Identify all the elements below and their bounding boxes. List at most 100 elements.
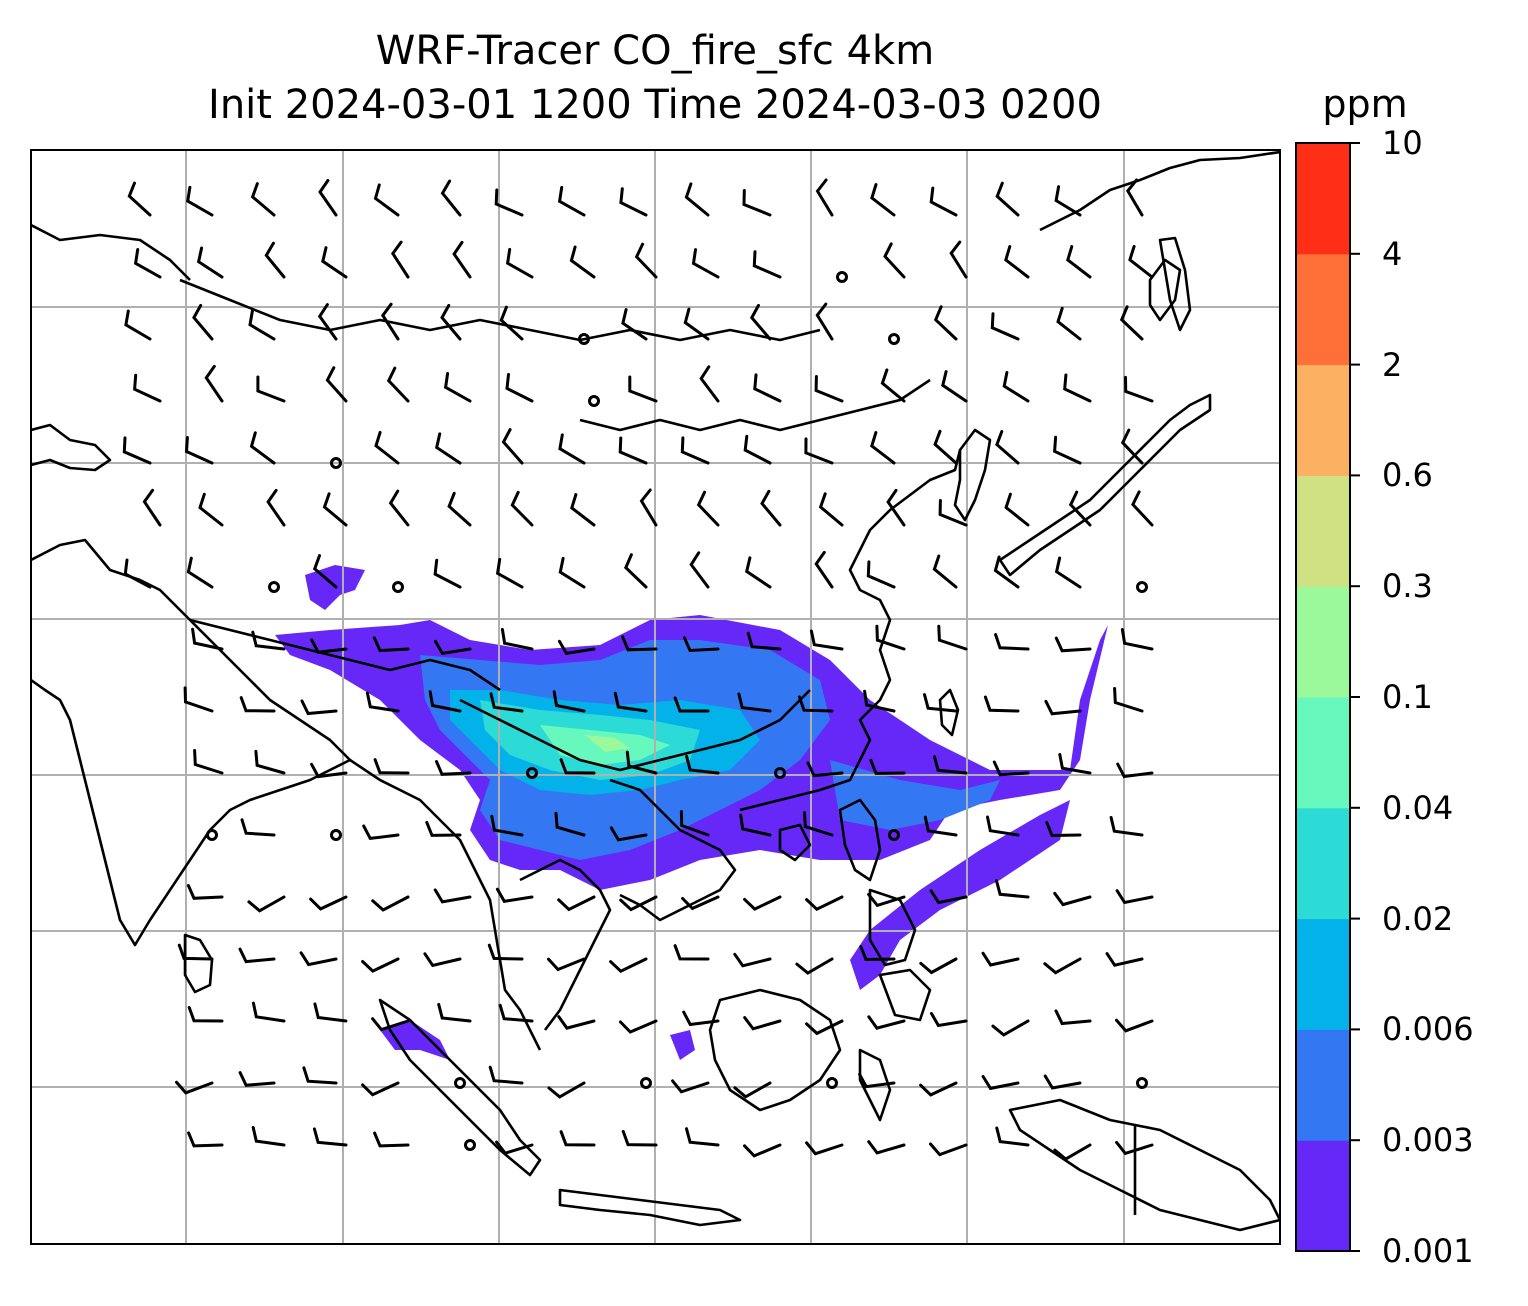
wind-barb	[249, 431, 276, 465]
wind-calm-marker	[464, 1139, 476, 1151]
wind-barb	[1043, 1074, 1082, 1090]
wind-barb	[569, 245, 596, 279]
coastline-malay-peninsula	[519, 858, 612, 1031]
coastline-sri-lanka	[183, 933, 214, 994]
wind-barb	[609, 957, 648, 974]
wind-barb	[745, 556, 772, 589]
wind-barb	[372, 636, 410, 653]
wind-calm-marker	[392, 581, 404, 593]
wind-barb	[696, 490, 720, 527]
wind-calm-marker	[774, 767, 786, 779]
wind-barb	[510, 490, 534, 527]
border-indochina	[459, 689, 811, 772]
wind-barb	[256, 375, 286, 403]
wind-barb	[559, 1130, 596, 1147]
wind-barb	[1119, 305, 1144, 341]
plume-band-01	[585, 735, 630, 752]
wind-calm-marker	[826, 1077, 838, 1089]
wind-barb	[995, 181, 1020, 217]
wind-barb	[1068, 490, 1092, 527]
wind-barb	[312, 554, 338, 589]
wind-barb	[310, 638, 348, 654]
wind-barb	[312, 1127, 348, 1147]
wind-barb	[743, 1016, 782, 1031]
wind-barb	[204, 364, 224, 403]
wind-barb	[371, 1017, 410, 1032]
wind-barb	[254, 749, 286, 775]
wind-barb	[390, 240, 410, 279]
wind-barb	[557, 895, 596, 912]
wind-barb	[1058, 753, 1092, 775]
wind-barb	[760, 489, 782, 527]
colorbar-tick-label: 0.04	[1382, 788, 1454, 827]
wind-barb	[986, 815, 1020, 837]
colorbar-segment	[1296, 586, 1350, 698]
wind-barb	[679, 810, 710, 837]
wind-barb	[318, 179, 338, 217]
wind-barb	[133, 373, 162, 403]
wind-barb	[639, 488, 658, 527]
wind-barb	[685, 1127, 720, 1147]
wind-barb	[815, 178, 834, 217]
wind-barb	[1120, 628, 1154, 651]
wind-barb	[628, 375, 658, 403]
wind-barb	[949, 240, 968, 279]
wind-barb	[250, 182, 276, 217]
wind-barb	[547, 1081, 586, 1099]
wind-barb	[264, 241, 286, 279]
colorbar-segment	[1296, 918, 1350, 1030]
wind-barb	[1109, 816, 1144, 837]
wind-barb	[1124, 375, 1154, 403]
wind-barb	[619, 1019, 658, 1034]
wind-barb	[488, 1065, 524, 1085]
colorbar-segment	[1296, 1029, 1350, 1141]
plume-band-0003-east	[830, 760, 1000, 830]
wind-barb	[746, 631, 782, 651]
colorbar-segment	[1296, 143, 1350, 255]
wind-barb	[929, 186, 958, 217]
wind-barb	[362, 824, 400, 841]
wind-barb	[1054, 1009, 1092, 1026]
wind-barb	[186, 185, 214, 217]
wind-barb	[505, 247, 534, 279]
wind-barb	[251, 1001, 286, 1023]
wind-barb	[624, 553, 648, 589]
wind-barb	[797, 695, 834, 713]
wind-barb	[995, 879, 1030, 899]
coastline-russia-east	[1039, 150, 1280, 232]
wind-barb	[192, 303, 214, 341]
wind-barb	[1063, 373, 1092, 403]
wind-barb	[558, 556, 586, 589]
wind-barb	[310, 762, 348, 779]
wind-barb	[1115, 1018, 1154, 1033]
wind-barb	[858, 1072, 896, 1089]
wind-barb	[559, 758, 596, 775]
wind-barb	[177, 943, 214, 961]
colorbar-segment	[1296, 1140, 1350, 1252]
wind-calm-marker	[330, 457, 342, 469]
colorbar-tick-label: 0.3	[1382, 567, 1433, 606]
wind-calm-marker	[578, 333, 590, 345]
wind-barb	[1120, 428, 1144, 465]
wind-barb	[1054, 556, 1082, 589]
plume-band-0001-pacific	[850, 800, 1070, 990]
wind-barb	[428, 690, 462, 713]
wind-barb	[995, 430, 1020, 465]
wind-calm-marker	[268, 581, 280, 593]
wind-barb	[371, 895, 410, 912]
wind-barb	[671, 1079, 710, 1094]
wind-barb	[1116, 762, 1154, 779]
colorbar-tick-label: 0.1	[1382, 678, 1433, 716]
wind-calm-marker	[526, 767, 538, 779]
wind-calm-marker	[1136, 581, 1148, 593]
colorbar-tick-label: 0.006	[1382, 1010, 1474, 1049]
wind-barb	[923, 693, 958, 713]
wind-barb	[682, 1010, 720, 1027]
wind-barb	[737, 692, 772, 713]
wind-barb	[433, 558, 462, 589]
wind-barb	[981, 1075, 1020, 1091]
wind-barb	[919, 957, 958, 975]
wind-barb	[867, 1140, 906, 1155]
wind-barb	[618, 436, 648, 465]
wind-barb	[380, 302, 400, 341]
